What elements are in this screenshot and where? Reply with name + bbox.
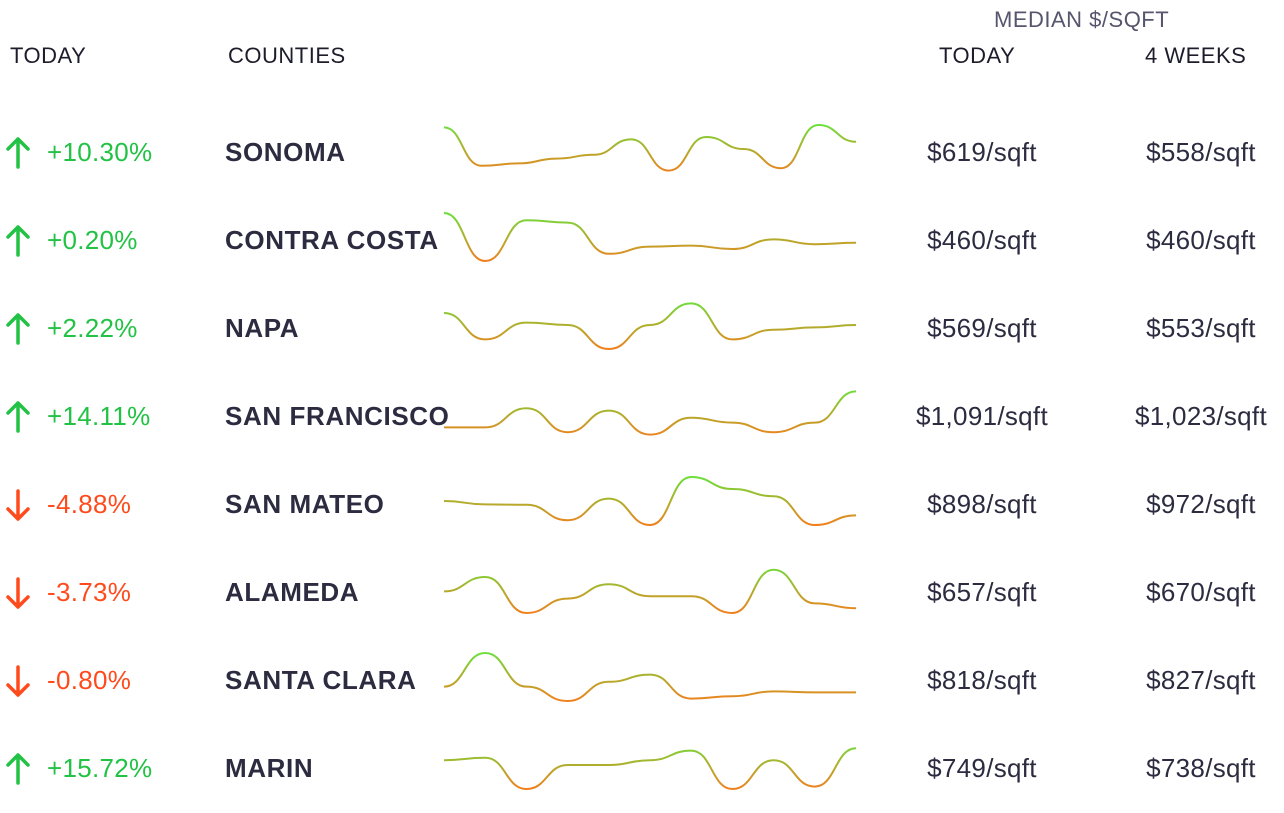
trend-sparkline <box>443 475 857 527</box>
median-price-4weeks: $558/sqft <box>1146 137 1256 167</box>
trend-sparkline <box>443 302 857 351</box>
trend-sparkline <box>443 390 857 436</box>
median-4weeks-header: 4 WEEKS <box>1145 43 1247 68</box>
arrow-down-icon <box>6 665 30 697</box>
arrow-up-icon <box>6 137 30 169</box>
trend-sparkline <box>443 568 857 615</box>
sparkline-path <box>443 651 856 703</box>
arrow-up-icon <box>6 313 30 345</box>
county-name[interactable]: NAPA <box>225 313 300 343</box>
median-price-today: $749/sqft <box>927 753 1037 783</box>
county-name[interactable]: SONOMA <box>225 137 346 167</box>
median-price-4weeks: $738/sqft <box>1146 753 1256 783</box>
change-percent: +2.22% <box>47 313 138 343</box>
county-name[interactable]: SAN MATEO <box>225 489 385 519</box>
sparkline-path <box>443 212 857 263</box>
change-percent: +0.20% <box>47 225 138 255</box>
county-name[interactable]: SANTA CLARA <box>225 665 417 695</box>
median-price-today: $657/sqft <box>927 577 1037 607</box>
change-percent: +10.30% <box>47 137 153 167</box>
trend-sparkline <box>443 747 857 791</box>
median-price-today: $1,091/sqft <box>916 401 1048 431</box>
table-row[interactable]: -0.80% SANTA CLARA $818/sqft $827/sqft <box>0 637 1284 725</box>
table-row[interactable]: +0.20% CONTRA COSTA $460/sqft $460/sqft <box>0 197 1284 285</box>
median-price-4weeks: $827/sqft <box>1146 665 1256 695</box>
table-row[interactable]: +15.72% MARIN $749/sqft $738/sqft <box>0 725 1284 813</box>
median-price-group-header: MEDIAN $/SQFT <box>994 7 1170 32</box>
arrow-up-icon <box>6 401 30 433</box>
change-percent: -4.88% <box>47 489 132 519</box>
county-name[interactable]: SAN FRANCISCO <box>225 401 450 431</box>
table-row[interactable]: +10.30% SONOMA $619/sqft $558/sqft <box>0 109 1284 197</box>
arrow-up-icon <box>6 753 30 785</box>
median-price-today: $818/sqft <box>927 665 1037 695</box>
sparkline-path <box>443 390 857 436</box>
table-row[interactable]: -3.73% ALAMEDA $657/sqft $670/sqft <box>0 549 1284 637</box>
county-name[interactable]: MARIN <box>225 753 314 783</box>
median-price-today: $619/sqft <box>927 137 1037 167</box>
today-change-header: TODAY <box>10 43 87 68</box>
table-row[interactable]: +14.11% SAN FRANCISCO $1,091/sqft $1,023/sq… <box>0 373 1284 461</box>
county-name[interactable]: ALAMEDA <box>225 577 360 607</box>
county-name[interactable]: CONTRA COSTA <box>225 225 439 255</box>
median-price-today: $460/sqft <box>927 225 1037 255</box>
sparkline-path <box>443 123 857 172</box>
arrow-down-icon <box>6 577 30 609</box>
median-price-4weeks: $670/sqft <box>1146 577 1256 607</box>
arrow-up-icon <box>6 225 30 257</box>
sparkline-path <box>443 747 857 791</box>
table-row[interactable]: +2.22% NAPA $569/sqft $553/sqft <box>0 285 1284 373</box>
sparkline-path <box>443 475 857 527</box>
median-price-today: $569/sqft <box>927 313 1037 343</box>
median-price-4weeks: $553/sqft <box>1146 313 1256 343</box>
counties-header: COUNTIES <box>228 43 346 68</box>
trend-sparkline <box>443 651 856 703</box>
median-price-4weeks: $1,023/sqft <box>1135 401 1267 431</box>
sparkline-path <box>443 568 857 615</box>
table-row[interactable]: -4.88% SAN MATEO $898/sqft $972/sqft <box>0 461 1284 549</box>
change-percent: +14.11% <box>47 401 151 431</box>
sparkline-path <box>443 302 857 351</box>
change-percent: -0.80% <box>47 665 132 695</box>
trend-sparkline <box>443 123 857 172</box>
change-percent: -3.73% <box>47 577 132 607</box>
trend-sparkline <box>443 212 857 263</box>
median-price-4weeks: $972/sqft <box>1146 489 1256 519</box>
change-percent: +15.72% <box>47 753 153 783</box>
median-today-header: TODAY <box>939 43 1016 68</box>
median-price-today: $898/sqft <box>927 489 1037 519</box>
arrow-down-icon <box>6 489 30 521</box>
median-price-4weeks: $460/sqft <box>1146 225 1256 255</box>
